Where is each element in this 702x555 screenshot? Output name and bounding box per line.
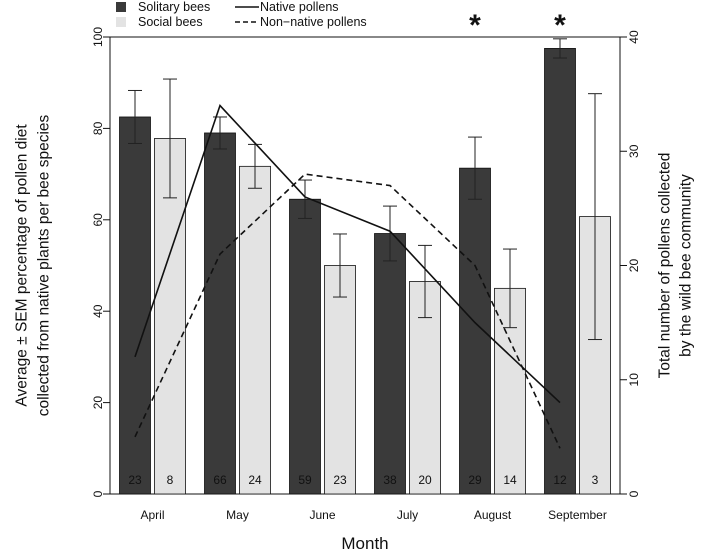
x-tick-label: July — [397, 508, 418, 522]
legend-swatch — [116, 2, 126, 12]
bars: 23 8 66 24 59 23 38 20 29 14 * 12 3 * — [119, 9, 611, 495]
sample-size-label: 38 — [383, 473, 397, 487]
bar-social — [239, 165, 271, 495]
x-tick-label: May — [226, 508, 249, 522]
sample-size-label: 8 — [167, 473, 174, 487]
legend-swatch — [116, 17, 126, 27]
sample-size-label: 59 — [298, 473, 312, 487]
y-tick-label: 80 — [91, 121, 105, 135]
sample-size-label: 12 — [553, 473, 567, 487]
y2-tick-label: 20 — [627, 259, 641, 273]
line-native-pollens — [134, 104, 561, 404]
plot-frame — [109, 36, 621, 495]
y-tick-label: 100 — [91, 27, 105, 47]
legend-label: Social bees — [138, 15, 203, 29]
y2-tick-label: 0 — [627, 490, 641, 497]
y-tick-label: 20 — [91, 396, 105, 410]
x-axis-title: Month — [341, 534, 388, 553]
bar-solitary — [544, 48, 576, 495]
bar-social — [324, 265, 356, 495]
line-non-native-pollens — [134, 173, 561, 449]
axis-titles: Month Average ± SEM percentage of pollen … — [14, 114, 695, 553]
bar-solitary — [459, 167, 491, 495]
y2-tick-label: 10 — [627, 373, 641, 387]
legend-label: Non−native pollens — [260, 15, 367, 29]
sample-size-label: 14 — [503, 473, 517, 487]
pollen-lines — [134, 104, 561, 449]
x-tick-label: June — [309, 508, 335, 522]
axes: 0 20 40 60 80 100 0 10 20 30 40 April May June July Aug… — [91, 27, 641, 522]
y-tick-label: 40 — [91, 304, 105, 318]
sample-size-label: 23 — [333, 473, 347, 487]
bar-solitary — [204, 132, 236, 495]
y-axis-title: Average ± SEM percentage of pollen diet — [14, 124, 31, 407]
y-tick-label: 60 — [91, 213, 105, 227]
legend-label: Native pollens — [260, 0, 339, 14]
sample-size-label: 20 — [418, 473, 432, 487]
bar-solitary — [119, 116, 151, 495]
significance-mark: * — [469, 9, 481, 42]
y-tick-label: 0 — [91, 490, 105, 497]
x-tick-label: September — [548, 508, 607, 522]
sample-size-label: 66 — [213, 473, 227, 487]
bar-solitary — [289, 198, 321, 495]
y-axis-title: collected from native plants per bee spe… — [36, 114, 53, 416]
y2-tick-label: 40 — [627, 30, 641, 44]
sample-size-label: 23 — [128, 473, 142, 487]
x-tick-label: August — [474, 508, 512, 522]
significance-mark: * — [554, 9, 566, 42]
sample-size-label: 3 — [592, 473, 599, 487]
y2-tick-label: 30 — [627, 144, 641, 158]
y2-axis-title: Total number of pollens collected — [657, 153, 674, 379]
sample-size-label: 24 — [248, 473, 262, 487]
x-tick-label: April — [140, 508, 164, 522]
sample-size-label: 29 — [468, 473, 482, 487]
legend-label: Solitary bees — [138, 0, 210, 14]
bar-solitary — [374, 233, 406, 495]
y2-axis-title: by the wild bee community — [678, 174, 695, 357]
